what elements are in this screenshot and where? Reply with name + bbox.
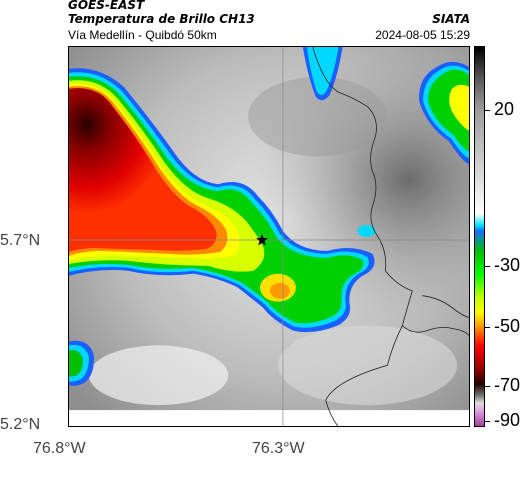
colorbar-tick bbox=[485, 421, 490, 422]
storm-northeast bbox=[449, 84, 469, 131]
colorbar-label: -50 bbox=[494, 316, 521, 336]
timestamp: 2024-08-05 15:29 bbox=[375, 28, 470, 42]
colorbar-label: -90 bbox=[494, 410, 521, 430]
storm-southwest bbox=[69, 350, 83, 377]
cold-spot-north bbox=[306, 47, 339, 96]
red-region bbox=[69, 88, 217, 252]
no-data-strip bbox=[69, 410, 469, 426]
x-tick-label: 76.8°W bbox=[33, 440, 86, 457]
y-tick-label: 5.2°N bbox=[0, 416, 41, 433]
orange-region bbox=[269, 282, 290, 299]
x-tick-label: 76.3°W bbox=[252, 440, 305, 457]
colorbar-label: -70 bbox=[494, 375, 521, 395]
route-subtitle: Vía Medellín - Quibdó 50km bbox=[68, 28, 217, 42]
y-tick-label: 5.7°N bbox=[0, 232, 41, 249]
colorbar-tick bbox=[485, 110, 490, 111]
bright-patch bbox=[277, 325, 458, 406]
org-label: SIATA bbox=[432, 12, 470, 26]
bright-patch bbox=[88, 345, 229, 406]
satellite-title: GOES-EAST bbox=[68, 0, 145, 12]
cold-spot-east bbox=[357, 225, 376, 237]
border-line bbox=[422, 295, 469, 318]
map-canvas bbox=[69, 47, 469, 426]
border-line bbox=[312, 47, 469, 336]
colorbar bbox=[474, 46, 485, 427]
border-line bbox=[325, 325, 403, 426]
colorbar-tick bbox=[485, 327, 490, 328]
colorbar-tick bbox=[485, 266, 490, 267]
satellite-map[interactable] bbox=[68, 46, 470, 427]
star-icon bbox=[256, 234, 269, 246]
colorbar-tick bbox=[485, 386, 490, 387]
product-title: Temperatura de Brillo CH13 bbox=[68, 12, 255, 26]
colorbar-label: 20 bbox=[494, 99, 515, 119]
colorbar-label: -30 bbox=[494, 255, 521, 275]
